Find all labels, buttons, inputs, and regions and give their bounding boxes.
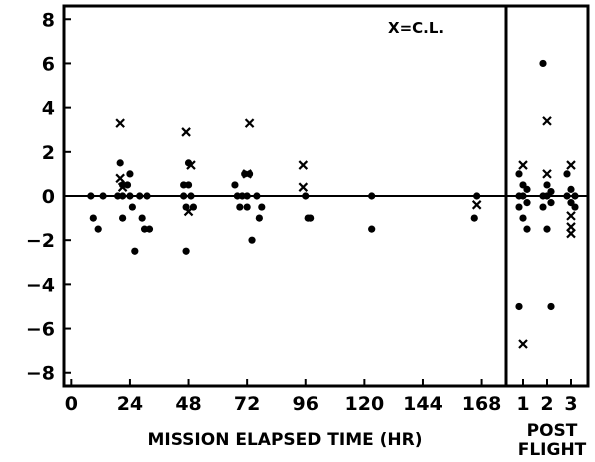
postflight-tick-label: 2 xyxy=(540,393,553,415)
postflight-cl-marker xyxy=(566,160,576,170)
y-tick-label: 8 xyxy=(42,9,55,31)
postflight-data-point xyxy=(523,225,531,233)
postflight-data-point xyxy=(523,199,531,207)
data-point xyxy=(116,159,124,167)
legend-text: X=C.L. xyxy=(388,19,444,37)
data-point xyxy=(187,192,195,200)
x-tick-label: 168 xyxy=(462,393,502,415)
data-point xyxy=(236,203,244,211)
x-tick-label: 96 xyxy=(293,393,319,415)
data-point xyxy=(255,214,263,222)
postflight-label-line2: FLIGHT xyxy=(518,440,587,460)
data-point xyxy=(119,214,127,222)
data-point xyxy=(180,192,188,200)
postflight-cl-marker xyxy=(566,211,576,221)
y-tick-label: 2 xyxy=(42,142,55,164)
postflight-data-point xyxy=(563,170,571,178)
postflight-data-point xyxy=(567,185,575,193)
data-point xyxy=(302,192,310,200)
postflight-data-point xyxy=(543,181,551,189)
postflight-cl-marker xyxy=(518,160,528,170)
x-tick-label: 48 xyxy=(175,393,201,415)
y-tick-label: −6 xyxy=(26,319,55,341)
data-point xyxy=(126,170,134,178)
cl-marker xyxy=(115,118,125,128)
data-point xyxy=(119,192,127,200)
x-tick-label: 144 xyxy=(403,393,443,415)
y-tick-label: 0 xyxy=(42,186,55,208)
data-point xyxy=(136,192,144,200)
data-point xyxy=(368,192,376,200)
data-point xyxy=(138,214,146,222)
postflight-data-point xyxy=(571,192,579,200)
postflight-tick-label: 3 xyxy=(564,393,577,415)
data-point xyxy=(128,203,136,211)
postflight-data-point xyxy=(543,192,551,200)
data-point xyxy=(131,247,139,255)
postflight-label-line1: POST xyxy=(527,421,578,441)
data-point xyxy=(94,225,102,233)
data-point xyxy=(87,192,95,200)
x-tick-label: 0 xyxy=(65,393,78,415)
postflight-data-point xyxy=(515,170,523,178)
cl-marker xyxy=(183,206,194,217)
data-point xyxy=(182,203,190,211)
cl-marker xyxy=(242,169,252,179)
data-point xyxy=(253,192,261,200)
postflight-cl-marker xyxy=(518,339,528,349)
y-tick-label: 4 xyxy=(42,98,55,120)
data-point xyxy=(243,192,251,200)
y-tick-label: −4 xyxy=(26,274,55,296)
postflight-data-point xyxy=(539,59,547,68)
cl-marker xyxy=(298,160,309,170)
postflight-tick-label: 1 xyxy=(516,393,529,415)
data-point xyxy=(143,192,151,200)
cl-marker xyxy=(298,182,309,192)
postflight-cl-marker xyxy=(566,228,576,239)
postflight-data-point xyxy=(547,199,555,207)
data-point xyxy=(243,203,251,211)
postflight-data-point xyxy=(543,225,551,233)
data-point xyxy=(258,203,266,211)
postflight-cl-marker xyxy=(542,116,552,126)
postflight-data-point xyxy=(563,192,571,200)
data-point xyxy=(368,225,376,233)
cl-marker xyxy=(186,160,196,170)
postflight-data-point xyxy=(515,302,523,311)
y-tick-label: −2 xyxy=(26,230,55,252)
x-tick-label: 72 xyxy=(234,393,260,415)
cl-marker xyxy=(117,182,128,192)
data-point xyxy=(470,214,478,222)
postflight-data-point xyxy=(547,302,555,311)
x-axis-title: MISSION ELAPSED TIME (HR) xyxy=(147,430,422,450)
data-point xyxy=(307,214,315,222)
postflight-data-point xyxy=(523,185,531,193)
cl-marker xyxy=(115,173,125,184)
postflight-cl-marker xyxy=(542,169,552,179)
cl-marker xyxy=(244,118,255,128)
y-tick-label: 6 xyxy=(42,53,55,75)
data-point xyxy=(126,192,134,200)
postflight-data-point xyxy=(571,203,579,211)
postflight-data-point xyxy=(519,192,527,200)
data-point xyxy=(231,181,239,189)
cl-marker xyxy=(181,127,191,137)
postflight-data-point xyxy=(539,203,547,211)
x-tick-label: 24 xyxy=(117,393,143,415)
data-point xyxy=(99,192,107,200)
cl-marker xyxy=(471,200,482,210)
data-point xyxy=(473,192,481,200)
data-point xyxy=(248,236,256,244)
y-tick-label: −8 xyxy=(26,363,55,385)
data-point xyxy=(182,247,190,255)
data-point xyxy=(145,225,154,233)
data-marks xyxy=(87,59,579,349)
postflight-data-point xyxy=(519,214,527,222)
data-point xyxy=(89,214,97,222)
postflight-data-point xyxy=(515,203,523,211)
x-tick-label: 120 xyxy=(345,393,385,415)
data-point xyxy=(184,181,193,189)
